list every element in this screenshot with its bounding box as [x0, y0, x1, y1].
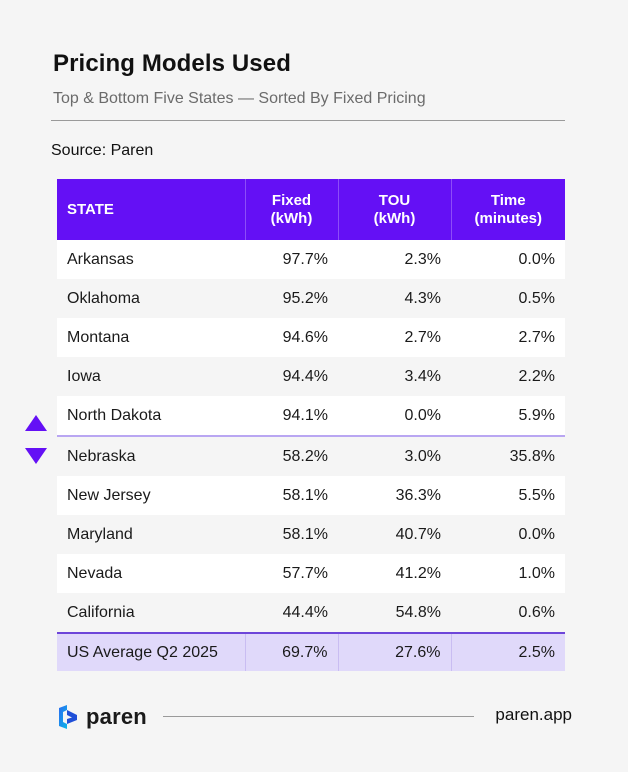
header-time-line2: (minutes) — [474, 209, 543, 227]
table-row: Nebraska 58.2% 3.0% 35.8% — [57, 436, 565, 476]
cell-tou: 36.3% — [338, 476, 451, 515]
header-tou: TOU (kWh) — [338, 179, 452, 240]
table-row: Iowa 94.4% 3.4% 2.2% — [57, 357, 565, 396]
cell-state: California — [57, 593, 245, 633]
header-fixed-line1: Fixed — [271, 191, 312, 209]
cell-fixed: 69.7% — [244, 632, 338, 671]
cell-time: 0.6% — [451, 593, 565, 633]
header-tou-line2: (kWh) — [373, 209, 416, 227]
page-title: Pricing Models Used — [53, 50, 291, 77]
cell-state: North Dakota — [57, 396, 245, 437]
footer-url-link[interactable]: paren.app — [495, 705, 572, 724]
cell-fixed: 95.2% — [245, 279, 338, 318]
header-fixed-line2: (kWh) — [270, 209, 313, 227]
cell-state: Iowa — [57, 357, 245, 396]
cell-state: Nevada — [57, 554, 245, 593]
table-row: California 44.4% 54.8% 0.6% — [57, 593, 565, 633]
table-row: North Dakota 94.1% 0.0% 5.9% — [57, 396, 565, 437]
triangle-up-icon — [25, 415, 47, 431]
cell-tou: 4.3% — [338, 279, 451, 318]
table-row: Montana 94.6% 2.7% 2.7% — [57, 318, 565, 357]
cell-tou: 0.0% — [338, 396, 451, 437]
header-time-line1: Time — [490, 191, 526, 209]
cell-fixed: 58.2% — [245, 436, 338, 476]
cell-tou: 40.7% — [338, 515, 451, 554]
title-divider — [51, 120, 565, 121]
table-row: Nevada 57.7% 41.2% 1.0% — [57, 554, 565, 593]
cell-time: 0.5% — [451, 279, 565, 318]
pricing-table: STATE Fixed (kWh) TOU (kWh) Time (minute… — [57, 179, 565, 671]
cell-fixed: 94.1% — [245, 396, 338, 437]
cell-fixed: 94.6% — [245, 318, 338, 357]
cell-time: 5.5% — [451, 476, 565, 515]
cell-time: 5.9% — [451, 396, 565, 437]
cell-time: 1.0% — [451, 554, 565, 593]
cell-time: 2.5% — [450, 632, 565, 671]
cell-fixed: 57.7% — [245, 554, 338, 593]
cell-state: Oklahoma — [57, 279, 245, 318]
triangle-down-icon — [25, 448, 47, 464]
cell-fixed: 94.4% — [245, 357, 338, 396]
source-label: Source: Paren — [51, 142, 154, 159]
cell-time: 35.8% — [451, 436, 565, 476]
average-row: US Average Q2 2025 69.7% 27.6% 2.5% — [57, 632, 565, 671]
cell-tou: 27.6% — [337, 632, 451, 671]
cell-tou: 3.4% — [338, 357, 451, 396]
cell-time: 2.2% — [451, 357, 565, 396]
cell-state: Nebraska — [57, 436, 245, 476]
table-row: Arkansas 97.7% 2.3% 0.0% — [57, 240, 565, 279]
page-subtitle: Top & Bottom Five States — Sorted By Fix… — [53, 90, 426, 107]
cell-fixed: 97.7% — [245, 240, 338, 279]
footer-logo[interactable]: paren — [56, 704, 147, 730]
cell-fixed: 44.4% — [245, 593, 338, 633]
cell-state: Maryland — [57, 515, 245, 554]
header-state: STATE — [57, 179, 246, 240]
brand-name: paren — [86, 704, 147, 729]
cell-tou: 41.2% — [338, 554, 451, 593]
cell-state: US Average Q2 2025 — [57, 632, 245, 671]
cell-tou: 2.3% — [338, 240, 451, 279]
table-row: New Jersey 58.1% 36.3% 5.5% — [57, 476, 565, 515]
cell-time: 2.7% — [451, 318, 565, 357]
cell-fixed: 58.1% — [245, 515, 338, 554]
cell-tou: 54.8% — [338, 593, 451, 633]
cell-time: 0.0% — [451, 240, 565, 279]
footer-divider — [163, 716, 474, 717]
cell-fixed: 58.1% — [245, 476, 338, 515]
header-time: Time (minutes) — [451, 179, 565, 240]
header-tou-line1: TOU — [378, 191, 411, 209]
table-header-row: STATE Fixed (kWh) TOU (kWh) Time (minute… — [57, 179, 565, 240]
cell-time: 0.0% — [451, 515, 565, 554]
cell-state: Arkansas — [57, 240, 245, 279]
cell-state: Montana — [57, 318, 245, 357]
cell-tou: 3.0% — [338, 436, 451, 476]
paren-logo-icon — [59, 705, 77, 729]
table-row: Maryland 58.1% 40.7% 0.0% — [57, 515, 565, 554]
header-fixed: Fixed (kWh) — [245, 179, 339, 240]
cell-state: New Jersey — [57, 476, 245, 515]
cell-tou: 2.7% — [338, 318, 451, 357]
table-row: Oklahoma 95.2% 4.3% 0.5% — [57, 279, 565, 318]
